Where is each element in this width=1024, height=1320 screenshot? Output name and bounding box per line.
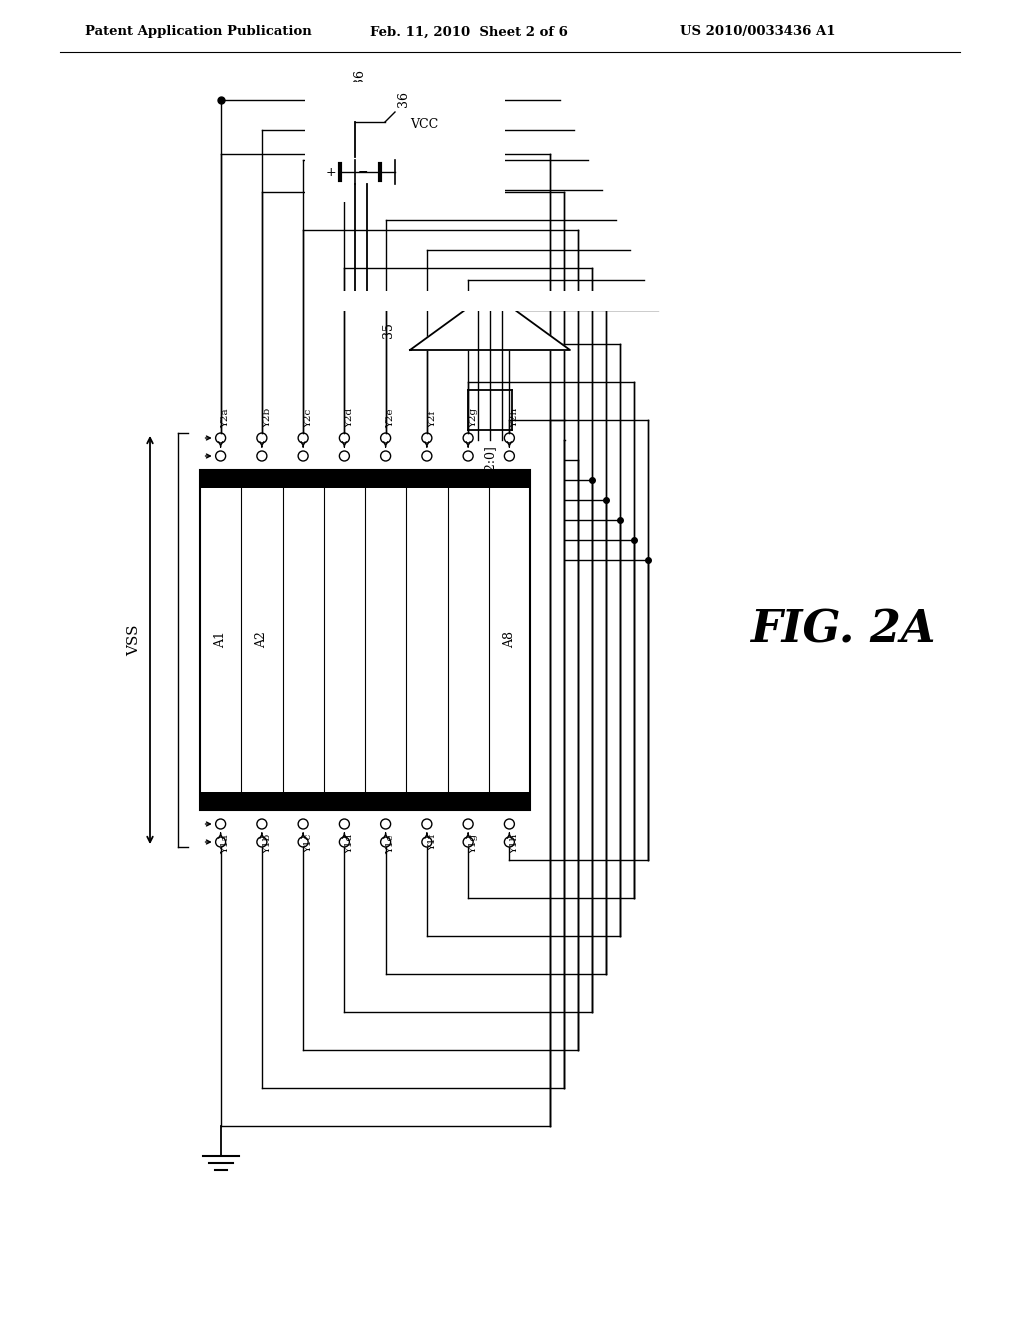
Text: Y1f: Y1f: [428, 834, 437, 851]
Bar: [305, 82, 505, 202]
Text: A2: A2: [255, 631, 268, 648]
Text: Y1g: Y1g: [469, 834, 478, 854]
Text: Feb. 11, 2010  Sheet 2 of 6: Feb. 11, 2010 Sheet 2 of 6: [370, 25, 568, 38]
Text: 36: 36: [397, 91, 410, 107]
Text: Y2d: Y2d: [345, 408, 354, 428]
Text: Y2h: Y2h: [510, 408, 519, 428]
Text: 35: 35: [382, 322, 395, 338]
Text: Y1h: Y1h: [510, 834, 519, 854]
Text: Y1c: Y1c: [304, 834, 313, 853]
Text: Y2f: Y2f: [428, 411, 437, 428]
Bar: [200, 792, 530, 810]
Text: VCC: VCC: [390, 139, 418, 152]
Text: Y1d: Y1d: [345, 834, 354, 854]
Text: –: –: [342, 158, 348, 172]
Text: +: +: [327, 158, 337, 172]
Text: Y2e: Y2e: [387, 408, 395, 428]
Bar: [325, 290, 1024, 312]
Text: Y1b: Y1b: [263, 834, 272, 854]
Bar: [200, 470, 530, 810]
Text: Y2b: Y2b: [263, 408, 272, 428]
Polygon shape: [410, 310, 570, 350]
Text: −: −: [357, 165, 369, 178]
Text: VSS: VSS: [127, 624, 141, 656]
Text: A1: A1: [214, 631, 227, 648]
Text: VCC: VCC: [410, 117, 438, 131]
Text: Y2g: Y2g: [469, 408, 478, 428]
Text: Y2c: Y2c: [304, 409, 313, 428]
Bar: [200, 470, 530, 488]
Text: US 2010/0033436 A1: US 2010/0033436 A1: [680, 25, 836, 38]
Text: +: +: [326, 165, 336, 178]
Text: Patent Application Publication: Patent Application Publication: [85, 25, 311, 38]
Text: A8: A8: [503, 631, 516, 648]
Text: 36: 36: [352, 69, 366, 84]
Text: D[2:0]: D[2:0]: [483, 445, 497, 484]
Text: Y1e: Y1e: [387, 834, 395, 854]
Text: Y1a: Y1a: [221, 834, 230, 854]
Text: Y2a: Y2a: [221, 408, 230, 428]
Text: FIG. 2A: FIG. 2A: [750, 609, 935, 652]
